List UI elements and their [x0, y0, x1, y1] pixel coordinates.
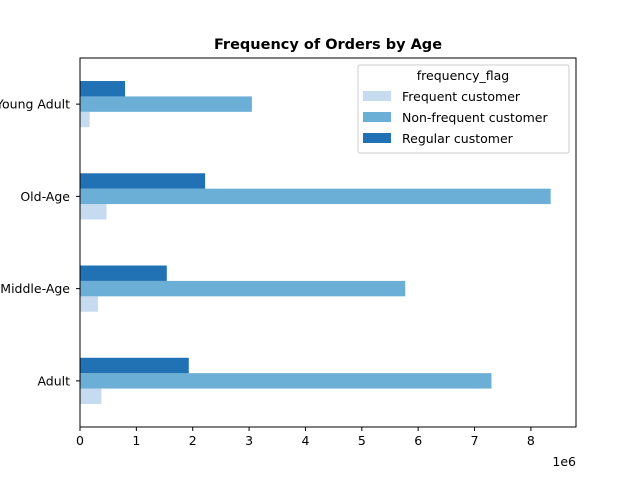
bar [80, 188, 551, 205]
bar [80, 357, 189, 374]
legend-swatch [363, 91, 391, 101]
bar [80, 280, 406, 297]
x-tick-label: 7 [471, 433, 479, 448]
y-tick-label: Middle-Age [0, 281, 70, 296]
y-tick-label: Adult [37, 373, 70, 388]
legend: frequency_flag Frequent customer Non-freq… [357, 64, 570, 154]
x-tick-label: 2 [189, 433, 197, 448]
x-tick-label: 8 [527, 433, 535, 448]
legend-box [357, 64, 570, 154]
y-tick-label: Young Adult [0, 97, 70, 112]
bar [80, 373, 492, 389]
legend-label: Frequent customer [402, 89, 521, 104]
bar [80, 96, 252, 112]
y-tick-label: Old-Age [20, 189, 70, 204]
bar [80, 81, 126, 97]
x-tick-label: 3 [245, 433, 253, 448]
bar [80, 265, 167, 281]
legend-label: Regular customer [402, 131, 514, 146]
plot-frame [79, 57, 577, 428]
bar [80, 173, 206, 189]
bar [80, 388, 102, 404]
x-offset-label: 1e6 [552, 454, 576, 469]
x-tick-label: 6 [414, 433, 422, 448]
x-tick-label: 1 [132, 433, 140, 448]
bar [80, 111, 90, 128]
x-tick-label: 0 [76, 433, 84, 448]
x-tick-label: 5 [358, 433, 366, 448]
bar [80, 204, 107, 220]
bar [80, 296, 99, 312]
legend-label: Non-frequent customer [402, 110, 548, 125]
legend-title: frequency_flag [417, 68, 509, 83]
plot-area: Adult Middle-Age Old-Age Young Adult 0 1 2 3 4 5 6… [0, 81, 551, 448]
x-tick-label: 4 [301, 433, 309, 448]
legend-swatch [363, 133, 391, 143]
legend-swatch [363, 112, 391, 122]
chart-title: Frequency of Orders by Age [214, 37, 442, 53]
